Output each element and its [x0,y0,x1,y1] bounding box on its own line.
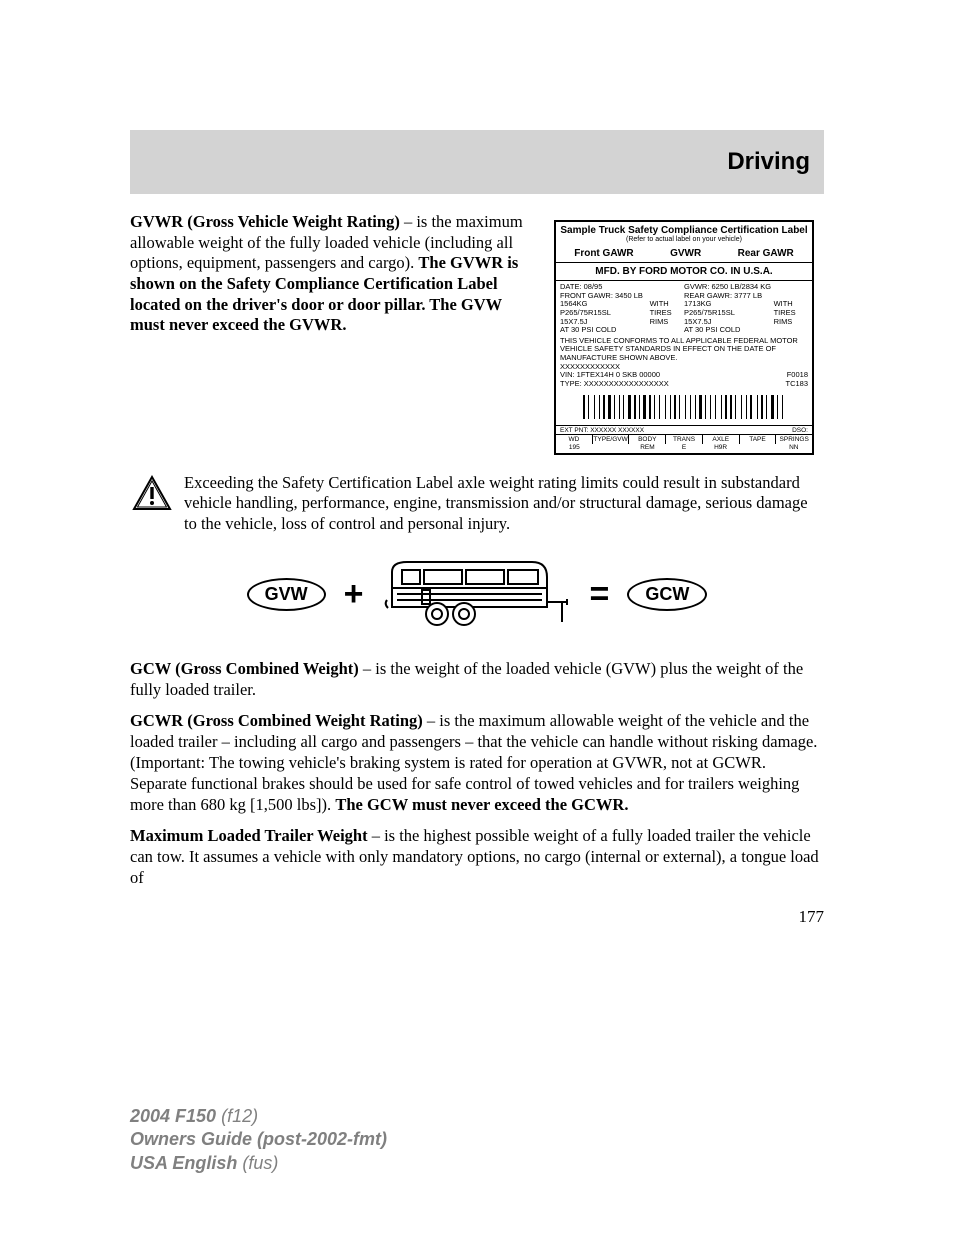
gh1: TYPE/GVW [593,435,630,444]
gv2: REM [629,444,666,453]
label-subtitle: (Refer to actual label on your vehicle) [556,236,812,245]
gv0: 195 [556,444,593,453]
lb-code2: TC183 [785,380,808,389]
lb-dso: DSO: [792,427,808,434]
lb-ext-row: EXT PNT: XXXXXX XXXXXX DSO: [556,425,812,434]
lb-m5: AT 30 PSI COLD [684,326,774,335]
equals-sign: = [590,575,610,614]
lb-ext: EXT PNT: XXXXXX XXXXXX [560,427,644,434]
gcw-paragraph: GCW (Gross Combined Weight) – is the wei… [130,659,824,701]
certification-label-figure: Sample Truck Safety Compliance Certifica… [544,212,824,455]
label-col-front: Front GAWR [574,248,633,259]
label-title: Sample Truck Safety Compliance Certifica… [556,222,812,236]
lb-grid-vals: 195 REM E H9R NN [556,444,812,453]
warning-block: Exceeding the Safety Certification Label… [130,473,824,535]
page-content: Driving GVWR (Gross Vehicle Weight Ratin… [0,0,954,927]
lb-compliance: THIS VEHICLE CONFORMS TO ALL APPLICABLE … [560,337,808,363]
gh6: SPRINGS [776,435,812,444]
gvwr-text: GVWR (Gross Vehicle Weight Rating) – is … [130,212,526,455]
gcw-bold: GCW (Gross Combined Weight) [130,659,359,678]
gv3: E [666,444,703,453]
gcwr-bold: GCWR (Gross Combined Weight Rating) [130,711,423,730]
warning-text: Exceeding the Safety Certification Label… [184,473,824,535]
page-number: 177 [130,907,824,927]
lb-l5: AT 30 PSI COLD [560,326,650,335]
footer-code2: (fus) [242,1153,278,1173]
label-col-gvwr: GVWR [670,248,701,259]
warning-icon [130,473,174,535]
label-body: DATE: 08/95 FRONT GAWR: 3450 LB 1564KG P… [556,281,812,391]
section-title: Driving [727,148,810,176]
gvwr-row: GVWR (Gross Vehicle Weight Rating) – is … [130,212,824,455]
footer: 2004 F150 (f12) Owners Guide (post-2002-… [130,1105,387,1175]
lb-rr4: RIMS [774,318,808,327]
trailer-icon [382,552,572,637]
gcwr-tail-bold: The GCW must never exceed the GCWR. [335,795,628,814]
label-mfd: MFD. BY FORD MOTOR CO. IN U.S.A. [556,262,812,281]
gh4: AXLE [703,435,740,444]
gv1 [593,444,630,453]
gv6: NN [775,444,812,453]
section-header-band: Driving [130,130,824,194]
mltw-bold: Maximum Loaded Trailer Weight [130,826,368,845]
gcw-oval: GCW [627,578,707,611]
footer-lang: USA English [130,1153,242,1173]
certification-label-box: Sample Truck Safety Compliance Certifica… [554,220,814,455]
gv4: H9R [702,444,739,453]
lb-type: TYPE: XXXXXXXXXXXXXXXXX [560,380,669,389]
label-col-rear: Rear GAWR [738,248,794,259]
footer-model: 2004 F150 [130,1106,221,1126]
gvw-oval: GVW [247,578,326,611]
gh5: TAPE [740,435,777,444]
gh0: WD [556,435,593,444]
footer-guide: Owners Guide (post-2002-fmt) [130,1128,387,1151]
lb-barcode [556,391,812,425]
footer-code1: (f12) [221,1106,258,1126]
equation-row: GVW + [130,552,824,637]
lb-r4: RIMS [650,318,684,327]
gvwr-lead-bold: GVWR (Gross Vehicle Weight Rating) [130,212,400,231]
label-columns: Front GAWR GVWR Rear GAWR [556,245,812,262]
plus-sign: + [344,575,364,614]
lb-grid-head: WD TYPE/GVW BODY TRANS AXLE TAPE SPRINGS [556,434,812,444]
gcwr-paragraph: GCWR (Gross Combined Weight Rating) – is… [130,711,824,816]
gv5 [739,444,776,453]
mltw-paragraph: Maximum Loaded Trailer Weight – is the h… [130,826,824,889]
gh3: TRANS [666,435,703,444]
gh2: BODY [629,435,666,444]
